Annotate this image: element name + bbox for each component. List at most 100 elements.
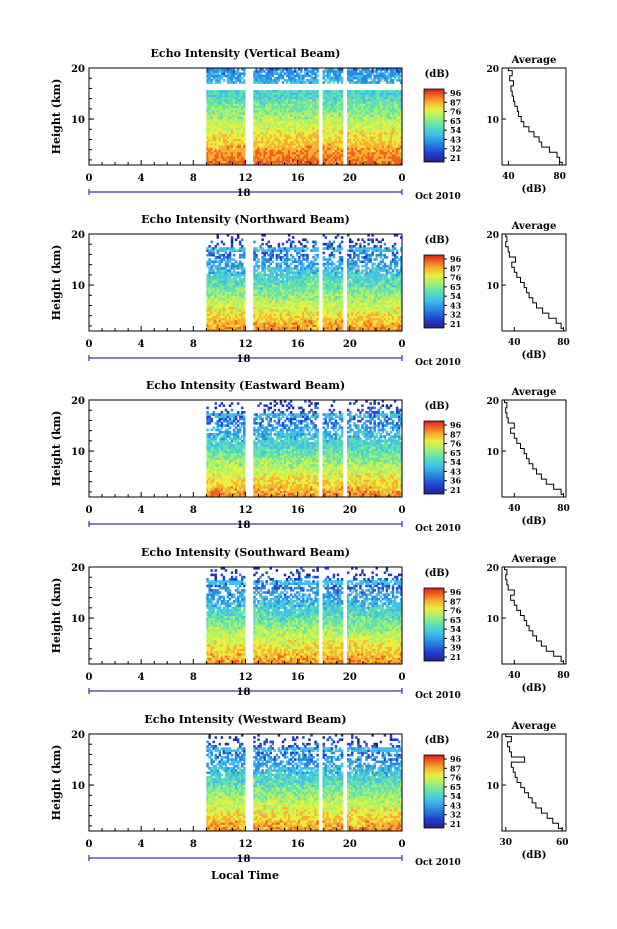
heatmap-cell [391, 101, 395, 104]
heatmap-cell [208, 136, 211, 139]
heatmap-cell [369, 162, 372, 166]
heatmap-cell [214, 304, 217, 308]
heatmap-cell [336, 138, 340, 142]
heatmap-cell [389, 101, 393, 104]
heatmap-cell [324, 136, 328, 139]
heatmap-cell [214, 156, 217, 159]
heatmap-cell [338, 107, 342, 111]
heatmap-cell [283, 90, 287, 93]
heatmap-cell [369, 76, 372, 80]
heatmap-cell [273, 94, 277, 98]
heatmap-cell [281, 118, 285, 122]
heatmap-cell [208, 94, 211, 98]
heatmap-cell [259, 142, 262, 146]
heatmap-cell [234, 138, 238, 142]
heatmap-cell [399, 81, 403, 84]
heatmap-cell [367, 120, 370, 124]
heatmap-cell [243, 160, 246, 164]
heatmap-cell [228, 134, 232, 137]
heatmap-cell [216, 297, 219, 301]
heatmap-cell [212, 125, 215, 128]
heatmap-cell [359, 72, 362, 76]
heatmap-cell [363, 81, 366, 84]
heatmap-cell [375, 118, 378, 122]
heatmap-cell [302, 98, 305, 102]
heatmap-cell [259, 74, 262, 78]
heatmap-cell [389, 90, 393, 93]
heatmap-cell [222, 92, 226, 95]
heatmap-cell [226, 140, 230, 144]
heatmap-cell [269, 103, 272, 106]
heatmap-cell [316, 101, 319, 104]
heatmap-cell [275, 156, 279, 159]
heatmap-cell [375, 107, 378, 111]
heatmap-cell [210, 295, 213, 299]
heatmap-cell [304, 138, 307, 142]
heatmap-cell [230, 158, 234, 161]
heatmap-cell [379, 162, 383, 166]
heatmap-cell [397, 114, 401, 117]
heatmap-cell [308, 118, 311, 122]
heatmap-cell [300, 147, 303, 150]
heatmap-cell [306, 98, 309, 102]
heatmap-cell [304, 120, 307, 124]
heatmap-cell [224, 107, 228, 111]
heatmap-cell [383, 107, 387, 111]
heatmap-cell [330, 145, 334, 148]
heatmap-cell [283, 123, 287, 126]
heatmap-cell [314, 134, 317, 137]
heatmap-cell [397, 147, 401, 150]
heatmap-cell [383, 140, 387, 144]
heatmap-cell [208, 251, 211, 255]
heatmap-cell [208, 101, 211, 104]
heatmap-cell [238, 153, 242, 157]
heatmap-cell [271, 96, 275, 100]
heatmap-cell [230, 90, 234, 93]
heatmap-cell [351, 116, 354, 120]
heatmap-cell [234, 94, 238, 98]
heatmap-cell [208, 70, 211, 73]
heatmap-cell [208, 308, 211, 312]
heatmap-cell [349, 68, 352, 71]
heatmap-cell [363, 149, 366, 153]
heatmap-cell [393, 145, 397, 148]
heatmap-cell [214, 70, 217, 73]
heatmap-cell [259, 114, 262, 117]
heatmap-cell [349, 72, 352, 76]
heatmap-cell [224, 123, 228, 126]
heatmap-cell [228, 158, 232, 161]
heatmap-cell [336, 92, 340, 95]
heatmap-cell [224, 103, 228, 106]
heatmap-cell [334, 72, 338, 76]
heatmap-cell [391, 70, 395, 73]
heatmap-cell [275, 118, 279, 122]
heatmap-cell [257, 116, 260, 120]
heatmap-cell [218, 74, 222, 78]
heatmap-cell [397, 162, 401, 166]
heatmap-cell [228, 160, 232, 164]
heatmap-cell [261, 145, 264, 148]
heatmap-cell [277, 98, 281, 102]
heatmap-cell [353, 94, 356, 98]
heatmap-cell [375, 140, 378, 144]
heatmap-cell [238, 125, 242, 128]
heatmap-cell [383, 153, 387, 157]
heatmap-cell [304, 123, 307, 126]
heatmap-cell [375, 114, 378, 117]
heatmap-cell [271, 70, 275, 73]
heatmap-cell [298, 103, 301, 106]
heatmap-cell [375, 112, 378, 115]
heatmap-cell [298, 134, 301, 137]
heatmap-cell [353, 107, 356, 111]
heatmap-cell [363, 153, 366, 157]
heatmap-cell [236, 140, 240, 144]
heatmap-cell [334, 151, 338, 155]
heatmap-cell [324, 134, 328, 137]
heatmap-cell [271, 105, 275, 109]
heatmap-cell [332, 140, 336, 144]
heatmap-cell [263, 81, 266, 84]
heatmap-cell [222, 112, 226, 115]
heatmap-cell [255, 162, 258, 166]
heatmap-cell [298, 79, 301, 82]
heatmap-cell [349, 158, 352, 161]
